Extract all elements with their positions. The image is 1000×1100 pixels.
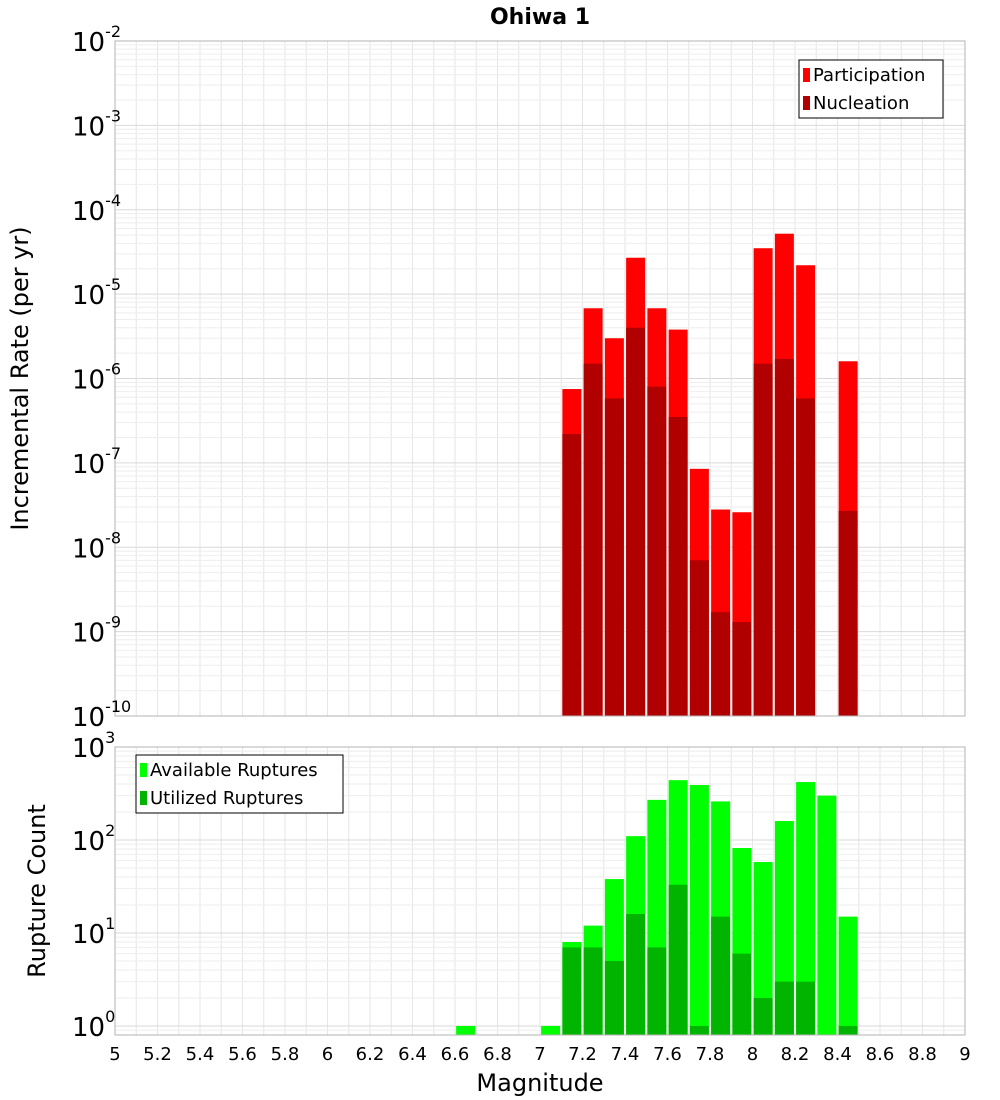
- legend-swatch: [140, 763, 147, 777]
- x-tick-label: 7: [534, 1044, 545, 1065]
- bar-available-ruptures: [774, 821, 794, 1035]
- bar-available-ruptures: [838, 916, 858, 1035]
- bar-nucleation: [562, 433, 582, 716]
- x-tick-label: 7.4: [611, 1044, 640, 1065]
- bar-utilized-ruptures: [796, 981, 816, 1035]
- x-tick-label: 7.6: [653, 1044, 682, 1065]
- bar-nucleation: [774, 359, 794, 716]
- x-tick-label: 6: [322, 1044, 333, 1065]
- plot-frame: [114, 40, 966, 717]
- legend-label: Available Ruptures: [150, 760, 318, 781]
- bar-available-ruptures: [753, 861, 773, 1035]
- bar-utilized-ruptures: [838, 1025, 858, 1035]
- bars: [562, 233, 858, 717]
- bar-available-ruptures: [817, 795, 837, 1035]
- chart-panel-1: 10-10 10-9 10-8 10-7 10-6 10-5 10-4 10-3 10-2 Inc…: [6, 5, 966, 733]
- bar-nucleation: [732, 622, 752, 716]
- x-tick-label: 5.6: [228, 1044, 257, 1065]
- bar-nucleation: [711, 612, 731, 716]
- bar-available-ruptures: [456, 1025, 476, 1035]
- bar-utilized-ruptures: [732, 953, 752, 1035]
- bar-available-ruptures: [796, 782, 816, 1035]
- x-tick-label: 6.4: [398, 1044, 427, 1065]
- bar-utilized-ruptures: [626, 914, 646, 1035]
- x-tick-label: 6.8: [483, 1044, 512, 1065]
- legend-box: [135, 754, 344, 814]
- bar-nucleation: [626, 327, 646, 716]
- x-tick-label: 9: [959, 1044, 970, 1065]
- y-tick-label: 10-8: [72, 528, 121, 564]
- bar-utilized-ruptures: [647, 947, 667, 1035]
- y-axis-label: Incremental Rate (per yr): [6, 226, 34, 530]
- bar-utilized-ruptures: [583, 947, 603, 1035]
- chart-title: Ohiwa 1: [490, 5, 590, 30]
- legend-swatch: [140, 791, 147, 805]
- bar-utilized-ruptures: [689, 1025, 709, 1035]
- legend-swatch: [803, 68, 810, 82]
- x-tick-label: 6.2: [356, 1044, 385, 1065]
- bar-available-ruptures: [689, 785, 709, 1035]
- bar-nucleation: [753, 363, 773, 716]
- legend-label: Utilized Ruptures: [150, 788, 303, 809]
- y-tick-label: 10-3: [72, 106, 121, 142]
- x-tick-label: 8: [747, 1044, 758, 1065]
- y-tick-label: 10-2: [72, 22, 121, 58]
- bar-utilized-ruptures: [711, 916, 731, 1035]
- plot-frame: [114, 746, 966, 1036]
- legend-label: Participation: [813, 65, 925, 86]
- x-tick-label: 5: [109, 1044, 120, 1065]
- bar-nucleation: [604, 398, 624, 716]
- y-tick-label: 10-9: [72, 613, 121, 649]
- y-tick-label: 10-10: [72, 697, 131, 733]
- bar-nucleation: [668, 416, 688, 716]
- legend-box: [798, 59, 944, 119]
- x-tick-label: 7.8: [696, 1044, 725, 1065]
- bar-available-ruptures: [541, 1025, 561, 1035]
- x-tick-label: 5.8: [271, 1044, 300, 1065]
- y-tick-label: 102: [72, 821, 115, 857]
- bar-utilized-ruptures: [774, 981, 794, 1035]
- y-tick-label: 103: [72, 728, 115, 764]
- legend-label: Nucleation: [813, 93, 909, 114]
- legend: Available Ruptures Utilized Ruptures: [135, 754, 344, 814]
- bar-nucleation: [583, 363, 603, 716]
- x-tick-label: 7.2: [568, 1044, 597, 1065]
- x-tick-label: 6.6: [441, 1044, 470, 1065]
- bar-nucleation: [838, 510, 858, 716]
- legend-swatch: [803, 96, 810, 110]
- bar-utilized-ruptures: [562, 947, 582, 1035]
- y-tick-label: 10-5: [72, 275, 121, 311]
- y-tick-label: 101: [72, 914, 115, 950]
- bar-utilized-ruptures: [604, 960, 624, 1035]
- y-tick-label: 10-4: [72, 191, 121, 227]
- bar-nucleation: [689, 560, 709, 716]
- chart-panel-2: 100 101 102 103 Rupture Count 5 5.2 5.4 5.6 5.8 6 6…: [23, 728, 971, 1097]
- x-axis-label: Magnitude: [476, 1069, 603, 1097]
- x-tick-label: 8.2: [781, 1044, 810, 1065]
- legend: Participation Nucleation: [798, 59, 944, 119]
- x-tick-label: 8.8: [908, 1044, 937, 1065]
- bar-utilized-ruptures: [668, 884, 688, 1035]
- grid-lines: [114, 40, 966, 717]
- x-tick-label: 5.4: [186, 1044, 215, 1065]
- bar-nucleation: [796, 398, 816, 716]
- y-tick-label: 10-6: [72, 360, 121, 396]
- bars: [456, 780, 858, 1035]
- x-tick-label: 8.4: [823, 1044, 852, 1065]
- x-tick-label: 8.6: [866, 1044, 895, 1065]
- bar-nucleation: [647, 386, 667, 716]
- y-tick-label: 100: [72, 1007, 115, 1043]
- y-tick-label: 10-7: [72, 444, 121, 480]
- x-tick-label: 5.2: [143, 1044, 172, 1065]
- bar-utilized-ruptures: [753, 997, 773, 1035]
- y-axis-label: Rupture Count: [23, 804, 51, 978]
